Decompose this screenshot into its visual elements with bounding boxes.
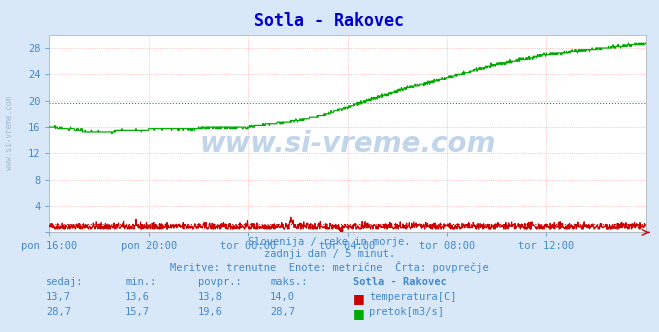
- Text: Slovenija / reke in morje.: Slovenija / reke in morje.: [248, 237, 411, 247]
- Text: maks.:: maks.:: [270, 277, 308, 287]
- Text: ■: ■: [353, 292, 364, 305]
- Text: 19,6: 19,6: [198, 307, 223, 317]
- Text: www.si-vreme.com: www.si-vreme.com: [5, 96, 14, 170]
- Text: Sotla - Rakovec: Sotla - Rakovec: [254, 12, 405, 30]
- Text: 13,8: 13,8: [198, 292, 223, 302]
- Text: 14,0: 14,0: [270, 292, 295, 302]
- Text: Sotla - Rakovec: Sotla - Rakovec: [353, 277, 446, 287]
- Text: ■: ■: [353, 307, 364, 320]
- Text: 28,7: 28,7: [270, 307, 295, 317]
- Text: 28,7: 28,7: [46, 307, 71, 317]
- Text: povpr.:: povpr.:: [198, 277, 241, 287]
- Text: Meritve: trenutne  Enote: metrične  Črta: povprečje: Meritve: trenutne Enote: metrične Črta: …: [170, 261, 489, 273]
- Text: temperatura[C]: temperatura[C]: [369, 292, 457, 302]
- Text: zadnji dan / 5 minut.: zadnji dan / 5 minut.: [264, 249, 395, 259]
- Text: www.si-vreme.com: www.si-vreme.com: [200, 129, 496, 157]
- Text: pretok[m3/s]: pretok[m3/s]: [369, 307, 444, 317]
- Text: sedaj:: sedaj:: [46, 277, 84, 287]
- Text: 15,7: 15,7: [125, 307, 150, 317]
- Text: min.:: min.:: [125, 277, 156, 287]
- Text: 13,6: 13,6: [125, 292, 150, 302]
- Text: 13,7: 13,7: [46, 292, 71, 302]
